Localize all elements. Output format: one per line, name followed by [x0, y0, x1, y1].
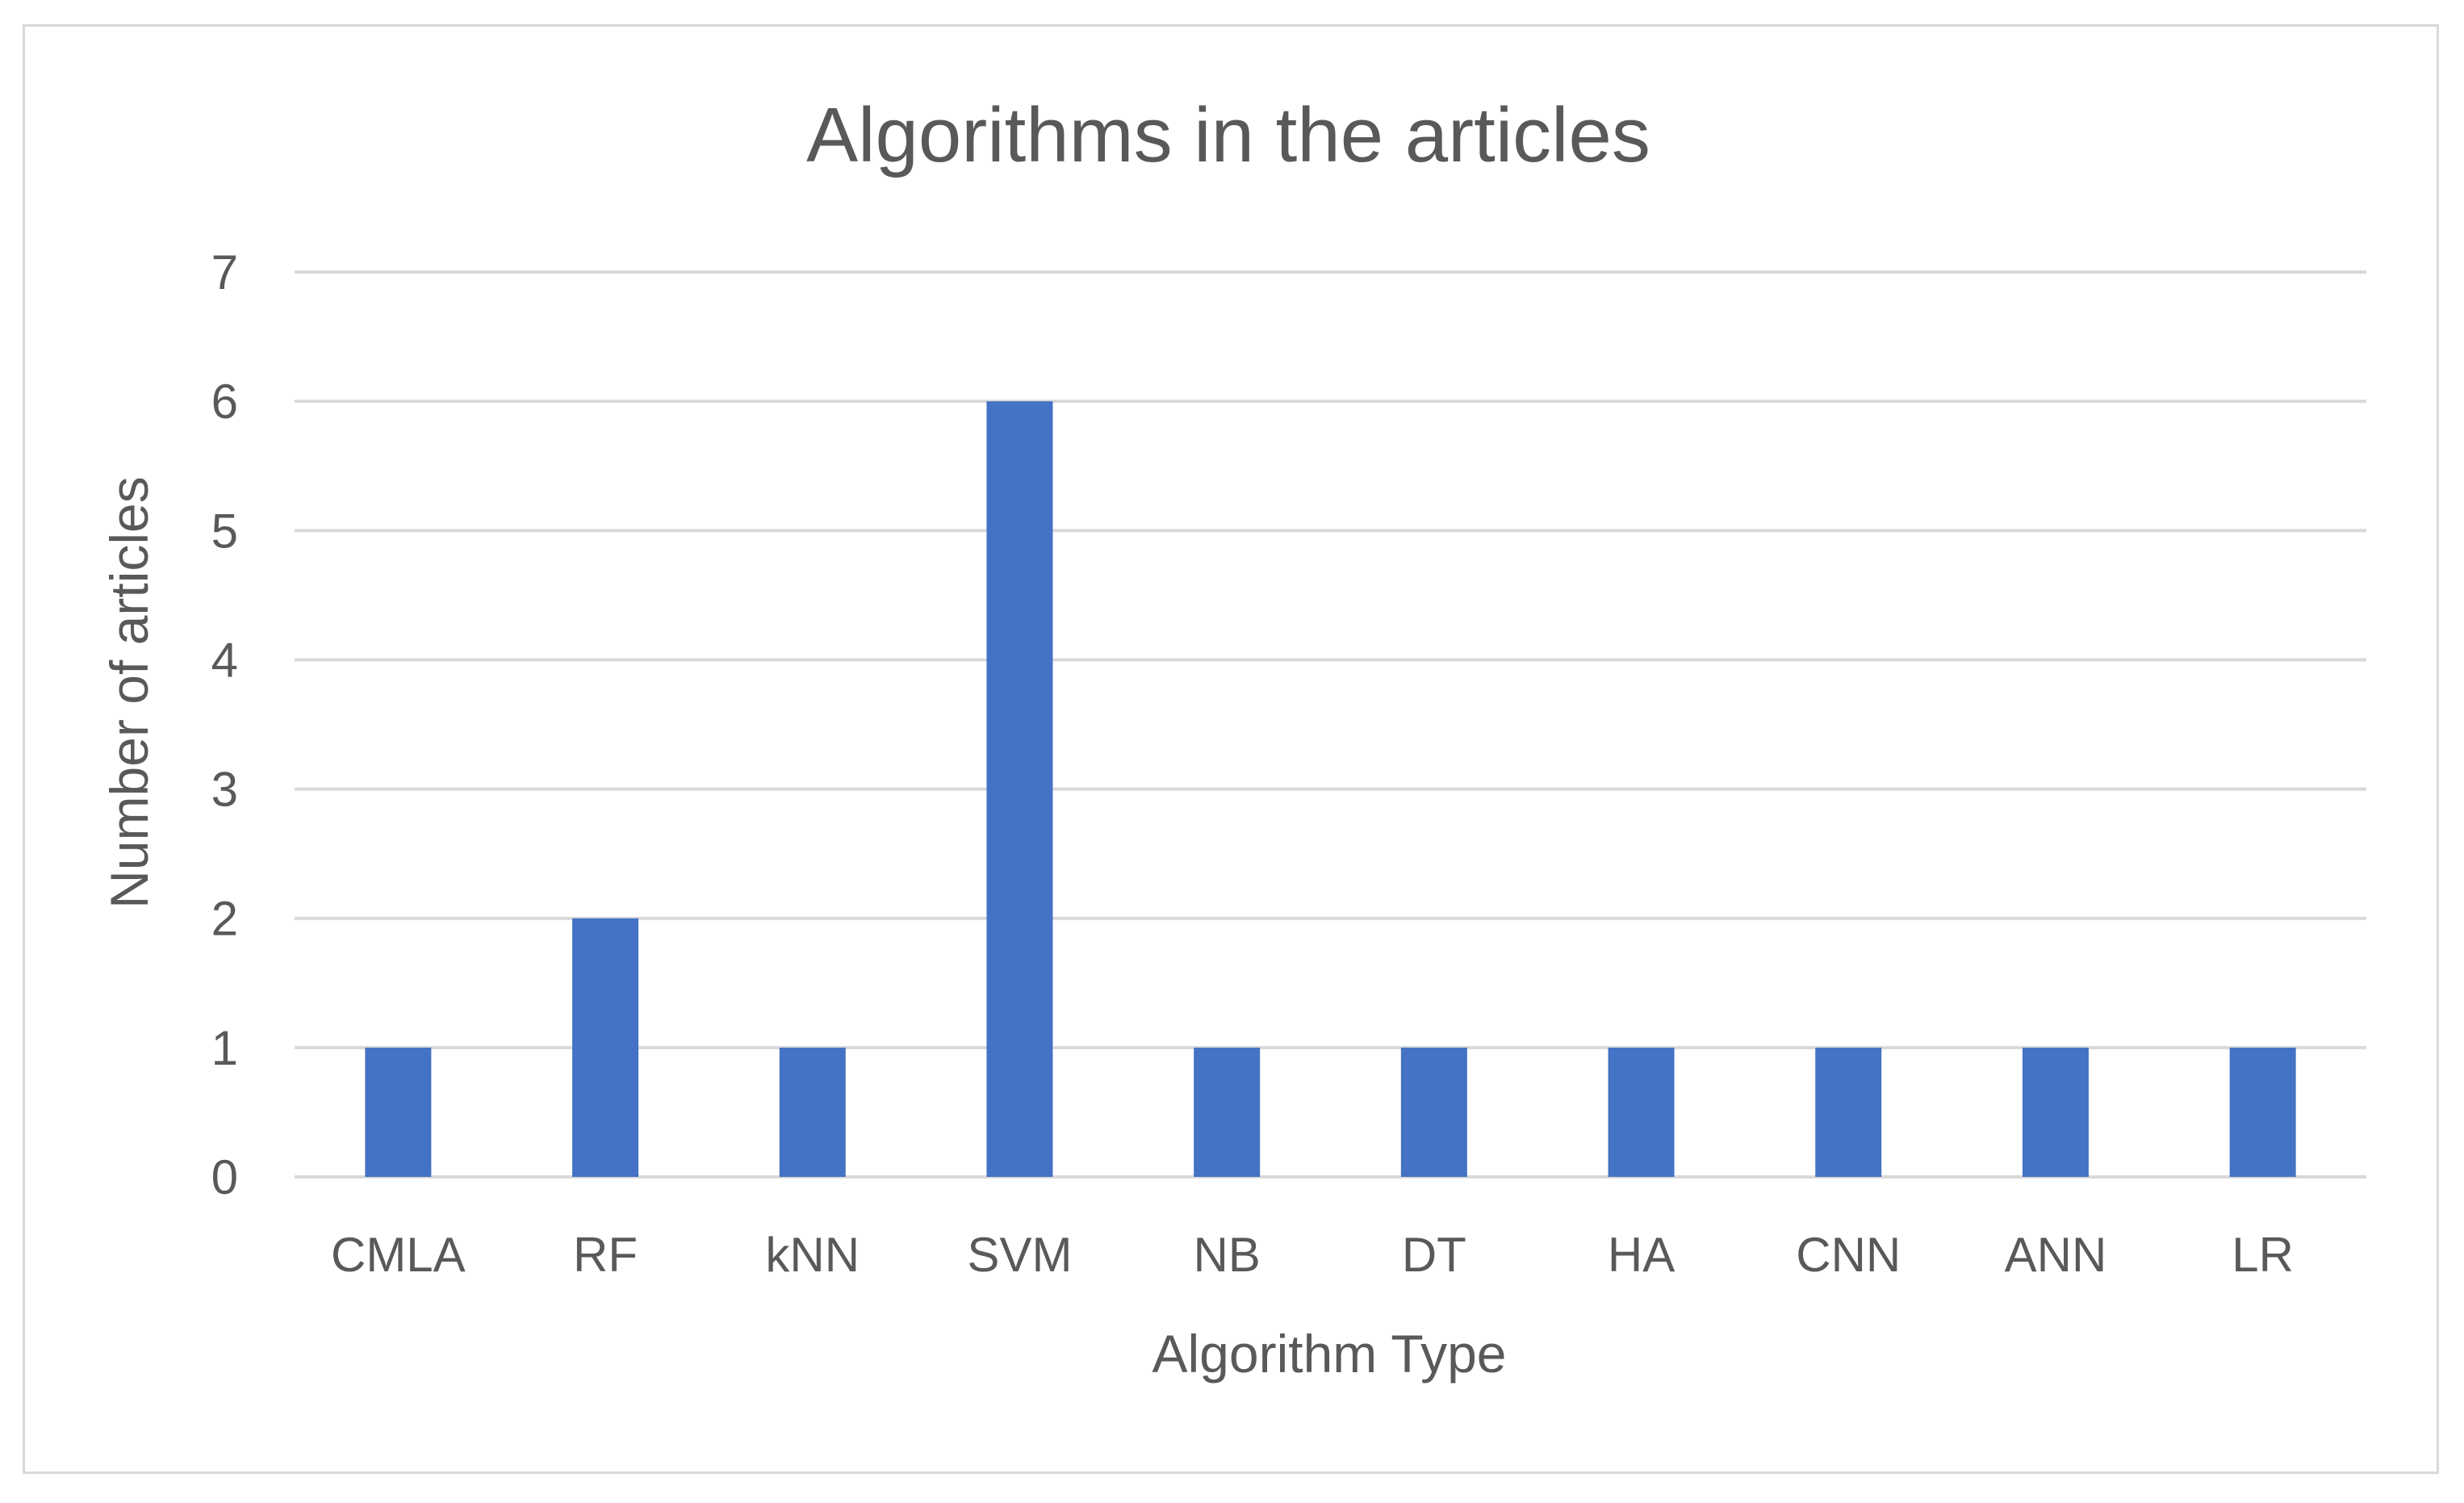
x-tick-label: ANN	[2005, 1228, 2107, 1282]
y-tick-label: 3	[211, 763, 238, 817]
bar-nb	[1194, 1047, 1261, 1177]
y-tick-label: 0	[211, 1150, 238, 1204]
bar-svm	[986, 401, 1053, 1178]
x-tick-label: HA	[1608, 1228, 1675, 1282]
bar-cmla	[365, 1047, 432, 1177]
y-tick-label: 1	[211, 1021, 238, 1075]
x-tick-label: CMLA	[331, 1228, 466, 1282]
x-tick-label: kNN	[765, 1228, 860, 1282]
x-tick-label: SVM	[967, 1228, 1072, 1282]
bar-knn	[779, 1047, 846, 1177]
y-tick-label: 2	[211, 892, 238, 946]
y-axis-ticks: 0 1 2 3 4 5 6 7	[211, 245, 238, 1204]
y-tick-label: 5	[211, 504, 238, 558]
x-tick-label: CNN	[1796, 1228, 1901, 1282]
bar-ann	[2022, 1047, 2089, 1177]
bars	[365, 401, 2296, 1178]
chart-frame	[23, 24, 2439, 1474]
x-axis-ticks: CMLA RF kNN SVM NB DT HA CNN ANN LR	[331, 1228, 2294, 1282]
bar-ha	[1608, 1047, 1675, 1177]
x-tick-label: NB	[1193, 1228, 1260, 1282]
y-tick-label: 6	[211, 375, 238, 429]
y-tick-label: 7	[211, 245, 238, 299]
bar-rf	[572, 918, 639, 1177]
bar-cnn	[1815, 1047, 1882, 1177]
x-axis-label: Algorithm Type	[1153, 1324, 1507, 1384]
bar-lr	[2229, 1047, 2296, 1177]
chart-title: Algorithms in the articles	[806, 92, 1650, 178]
gridlines	[295, 270, 2366, 1179]
y-tick-label: 4	[211, 633, 238, 687]
bar-dt	[1400, 1047, 1467, 1177]
x-tick-label: LR	[2232, 1228, 2294, 1282]
x-tick-label: DT	[1402, 1228, 1466, 1282]
y-axis-label: Number of articles	[99, 476, 159, 909]
x-tick-label: RF	[573, 1228, 638, 1282]
